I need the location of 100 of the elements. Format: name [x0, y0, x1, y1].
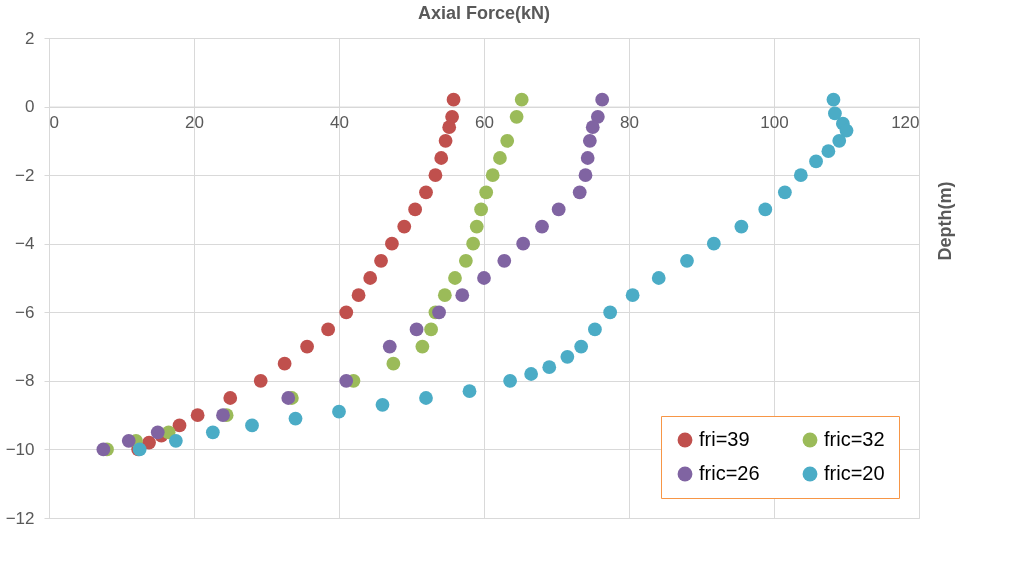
point — [446, 92, 461, 107]
point — [477, 271, 491, 285]
point — [777, 185, 792, 200]
point — [603, 305, 618, 320]
point — [432, 305, 446, 320]
point — [374, 253, 388, 268]
point — [832, 133, 847, 148]
x-tick-label: 100 — [760, 113, 789, 133]
point — [680, 253, 694, 268]
point — [168, 433, 183, 448]
point — [223, 391, 238, 405]
point — [588, 322, 602, 337]
point — [332, 404, 346, 419]
point — [582, 133, 597, 148]
point — [839, 123, 854, 138]
point — [385, 236, 399, 251]
x-tick-label: 20 — [185, 113, 204, 133]
point — [651, 271, 666, 285]
point — [493, 151, 507, 165]
x-axis-title: Axial Force(kN) — [417, 3, 551, 23]
point — [485, 168, 500, 183]
point — [462, 384, 477, 399]
point — [474, 202, 488, 217]
point — [409, 322, 424, 337]
point — [793, 168, 808, 183]
point — [190, 408, 205, 423]
point — [560, 349, 575, 364]
point — [758, 202, 773, 217]
point — [386, 356, 401, 371]
point — [150, 425, 165, 440]
point — [551, 202, 566, 217]
point — [434, 151, 449, 165]
point — [300, 339, 314, 354]
y-tick-label: −8 — [15, 371, 35, 391]
point — [277, 356, 292, 371]
point — [419, 391, 433, 405]
y-axis-title: Depth(m) — [934, 181, 955, 261]
point — [497, 253, 512, 268]
point — [821, 144, 836, 159]
point — [424, 322, 438, 337]
point — [397, 219, 412, 234]
point — [455, 288, 470, 303]
y-tick-label: −2 — [15, 165, 35, 185]
point — [339, 373, 354, 388]
point — [363, 271, 378, 285]
x-tick-label: 0 — [49, 113, 59, 133]
point — [408, 202, 423, 217]
point — [216, 408, 230, 423]
point — [415, 339, 430, 354]
point — [351, 288, 366, 303]
point — [542, 360, 557, 375]
y-tick-label: 2 — [25, 28, 35, 48]
point — [535, 219, 549, 234]
point — [339, 305, 354, 320]
point — [516, 236, 531, 251]
point — [96, 442, 111, 457]
point — [172, 418, 187, 433]
point — [442, 120, 457, 135]
legend-label: fric=20 — [824, 462, 885, 484]
point — [809, 154, 823, 169]
point — [503, 373, 517, 388]
legend-label: fri=39 — [699, 428, 750, 450]
point — [466, 236, 481, 251]
x-tick-label: 120 — [891, 113, 920, 133]
point — [382, 339, 397, 354]
point — [734, 219, 749, 234]
y-tick-label: −12 — [5, 508, 35, 528]
point — [438, 133, 453, 148]
point — [514, 92, 529, 107]
legend-label: fric=26 — [699, 462, 760, 484]
point — [826, 92, 841, 107]
point — [121, 433, 136, 448]
point — [706, 236, 721, 251]
x-tick-label: 60 — [475, 113, 494, 133]
x-tick-label: 80 — [620, 113, 639, 133]
point — [625, 288, 640, 303]
point — [321, 322, 336, 337]
point — [828, 106, 842, 121]
x-tick-label: 40 — [330, 113, 349, 133]
point — [253, 373, 268, 388]
point — [437, 288, 452, 303]
point — [458, 253, 473, 268]
y-tick-label: −10 — [5, 439, 35, 459]
point — [572, 185, 587, 200]
point — [205, 425, 220, 440]
legend-label: fric=32 — [824, 428, 885, 450]
point — [245, 418, 259, 433]
point — [479, 185, 494, 200]
point — [469, 219, 484, 234]
point — [509, 109, 524, 124]
point — [580, 151, 595, 165]
y-tick-label: −6 — [15, 302, 35, 322]
point — [142, 435, 156, 450]
point — [524, 367, 539, 381]
point — [288, 411, 303, 426]
point — [574, 339, 589, 354]
point — [595, 92, 610, 107]
y-tick-label: −4 — [15, 234, 35, 254]
point — [585, 120, 600, 135]
point — [375, 397, 390, 412]
